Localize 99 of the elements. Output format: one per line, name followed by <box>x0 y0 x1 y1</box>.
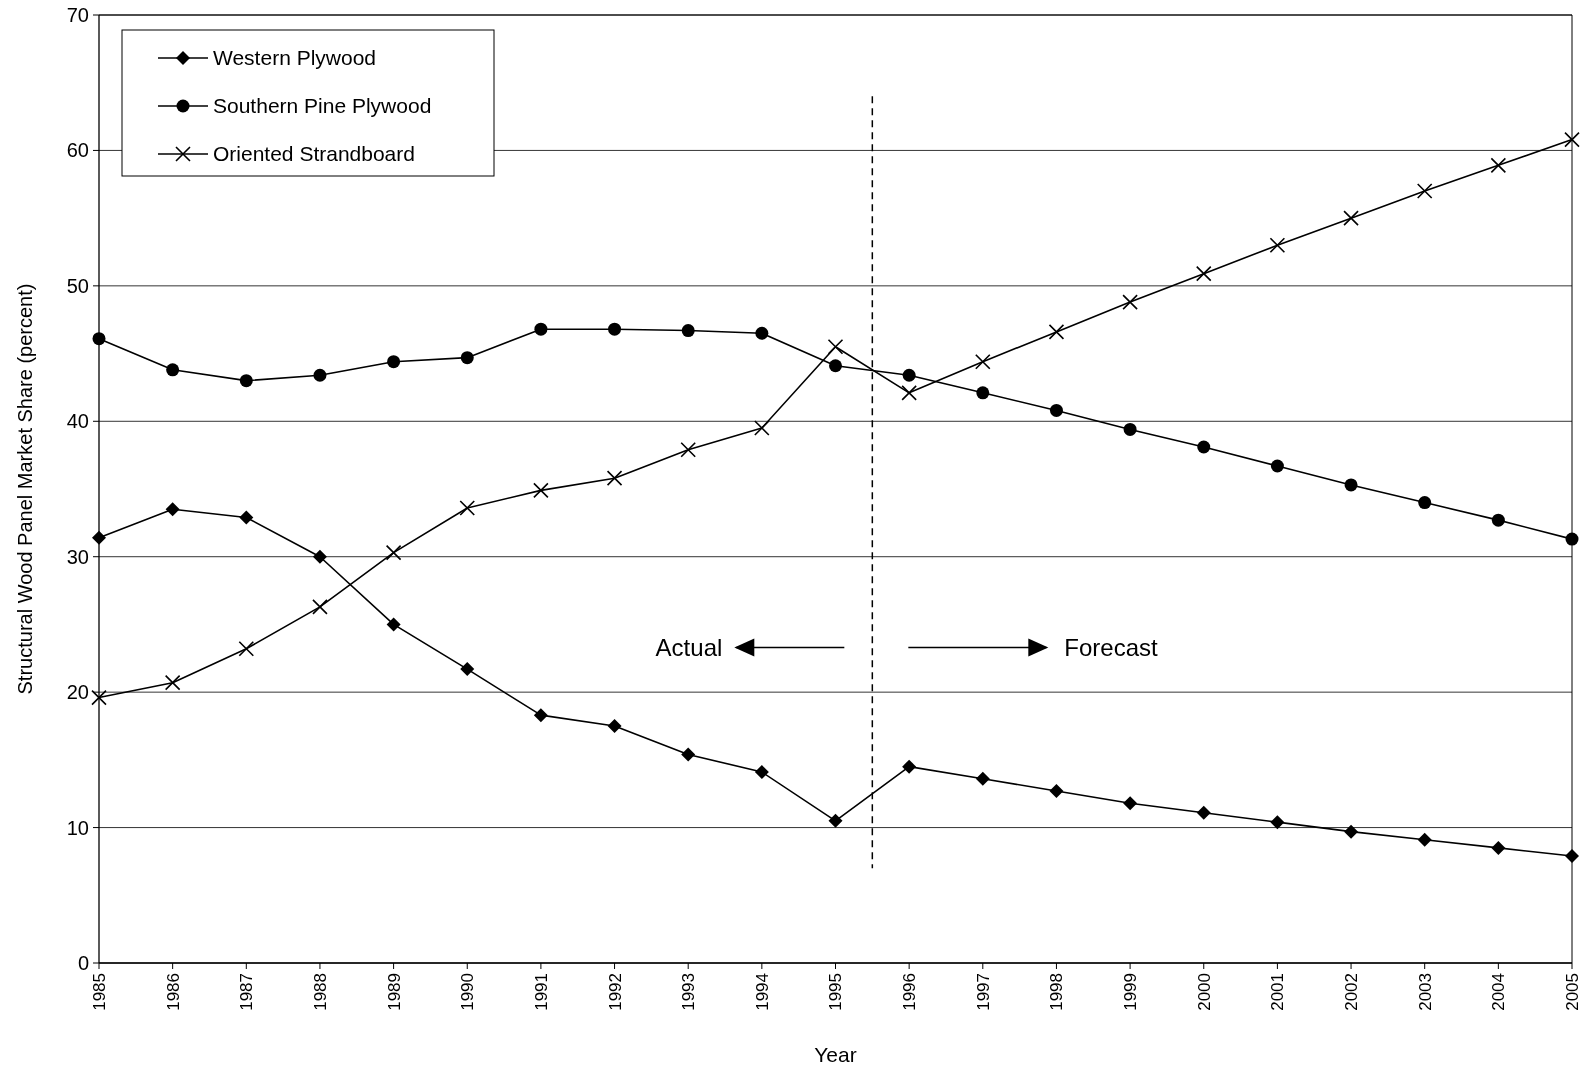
point <box>1197 440 1211 454</box>
point <box>754 420 770 436</box>
point <box>460 351 474 365</box>
point <box>827 339 844 355</box>
point <box>1123 422 1137 436</box>
point <box>1196 805 1211 820</box>
x-tick-label: 2003 <box>1415 973 1435 1011</box>
point <box>754 765 769 780</box>
legend-label: Oriented Strandboard <box>213 142 415 166</box>
x-tick-label: 1988 <box>310 973 330 1011</box>
point <box>902 759 917 774</box>
x-tick-label: 1995 <box>826 973 846 1011</box>
x-tick-label: 1993 <box>679 973 699 1011</box>
point <box>681 747 696 762</box>
point <box>1491 513 1505 527</box>
point <box>312 599 328 615</box>
legend-label: Southern Pine Plywood <box>213 94 432 118</box>
y-tick-label: 70 <box>66 4 89 26</box>
x-tick-label: 1997 <box>973 973 993 1011</box>
point <box>533 708 548 723</box>
y-tick-label: 30 <box>66 545 89 568</box>
point <box>902 368 916 382</box>
x-tick-label: 1985 <box>89 973 109 1011</box>
point <box>975 771 990 786</box>
point <box>1123 796 1138 811</box>
x-tick-label: 1991 <box>531 973 551 1011</box>
point <box>976 386 990 400</box>
point <box>1565 532 1579 546</box>
point <box>1490 157 1507 174</box>
point <box>1344 824 1359 839</box>
point <box>387 355 401 369</box>
annotation: Forecast <box>1064 633 1159 661</box>
point <box>1049 403 1063 417</box>
x-tick-label: 2004 <box>1489 973 1509 1011</box>
point <box>680 441 696 458</box>
point <box>1344 478 1358 492</box>
point <box>1491 840 1506 855</box>
point <box>1416 183 1433 199</box>
point <box>1270 459 1284 473</box>
point <box>166 363 180 377</box>
y-tick-label: 40 <box>66 410 89 433</box>
point <box>312 549 327 564</box>
point <box>459 500 476 516</box>
point <box>1048 324 1065 340</box>
point <box>828 813 843 828</box>
point <box>1565 849 1579 864</box>
point <box>460 662 475 677</box>
y-axis-title: Structural Wood Panel Market Share (percent) <box>14 283 36 695</box>
annotation: Actual <box>655 633 723 661</box>
point <box>975 353 991 370</box>
point <box>901 385 917 401</box>
x-tick-label: 1987 <box>237 973 257 1011</box>
point <box>1417 832 1432 847</box>
point <box>165 502 180 517</box>
point <box>164 674 181 691</box>
point <box>92 332 106 346</box>
y-tick-label: 20 <box>66 681 89 704</box>
point <box>681 324 695 338</box>
x-tick-label: 2001 <box>1268 973 1288 1011</box>
legend-label: Western Plywood <box>213 46 377 70</box>
point <box>1418 496 1432 510</box>
point <box>91 689 107 706</box>
point <box>534 322 548 336</box>
point <box>1195 265 1212 282</box>
point <box>238 641 255 657</box>
point <box>608 322 622 336</box>
x-tick-label: 1996 <box>900 973 920 1011</box>
x-tick-label: 1989 <box>384 973 404 1011</box>
x-tick-label: 1999 <box>1121 973 1141 1011</box>
x-tick-label: 2000 <box>1194 973 1214 1011</box>
point <box>607 719 622 733</box>
x-tick-label: 2002 <box>1342 973 1361 1011</box>
x-tick-label: 1986 <box>163 973 183 1011</box>
x-tick-label: 1992 <box>605 973 625 1011</box>
point <box>386 617 401 632</box>
x-tick-label: 1998 <box>1047 973 1067 1011</box>
point <box>1049 784 1064 799</box>
point <box>1270 815 1285 830</box>
y-tick-label: 0 <box>77 952 89 974</box>
point <box>1269 237 1286 254</box>
x-tick-label: 1990 <box>458 973 478 1011</box>
x-tick-label: 1994 <box>752 973 772 1011</box>
point <box>313 368 327 382</box>
y-tick-label: 10 <box>66 816 89 839</box>
point <box>1122 294 1138 310</box>
point <box>829 359 842 373</box>
point <box>1343 210 1359 226</box>
point <box>1564 131 1580 148</box>
point <box>239 510 254 525</box>
y-tick-label: 60 <box>66 139 89 162</box>
x-tick-label: 2005 <box>1562 973 1582 1011</box>
point <box>239 374 253 388</box>
point <box>385 544 402 561</box>
point <box>533 482 549 499</box>
y-tick-label: 50 <box>66 274 89 297</box>
point <box>92 530 106 545</box>
point <box>755 326 769 340</box>
point <box>606 470 623 486</box>
x-axis-title: Year <box>814 1043 857 1066</box>
